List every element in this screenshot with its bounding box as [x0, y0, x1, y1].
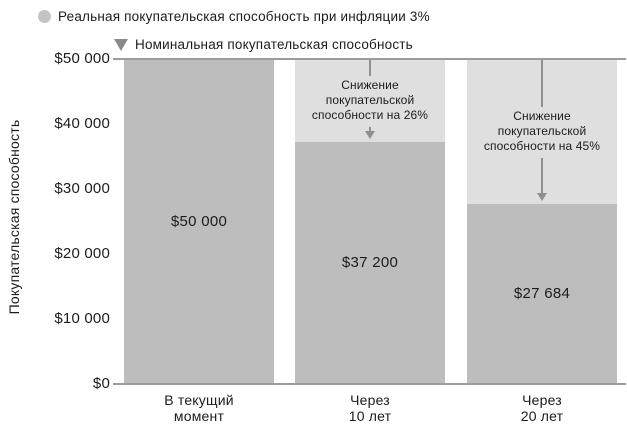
annotation-text: Снижение покупательской способности на 26%: [290, 78, 450, 123]
annotation-text-line: покупательской: [325, 93, 415, 108]
y-tick-label: $20 000: [54, 245, 110, 262]
circle-icon: [38, 10, 51, 23]
bar-real-segment: [467, 204, 617, 384]
bar-value-label: $37 200: [341, 254, 399, 272]
x-category-label: Через 10 лет: [275, 392, 465, 424]
x-category-line: 20 лет: [520, 408, 564, 424]
legend-label-nominal: Номинальная покупательская способность: [135, 37, 413, 52]
annotation-text-line: способности на 45%: [483, 139, 601, 154]
x-category-label: В текущий момент: [104, 392, 294, 424]
bar-real-segment: [124, 59, 274, 384]
annotation-text-line: способности на 26%: [311, 108, 429, 123]
x-category-line: Через: [522, 392, 562, 408]
x-category-line: Через: [350, 392, 390, 408]
y-tick-label: $0: [92, 375, 110, 392]
annotation-connector-line: [369, 60, 371, 77]
triangle-down-icon: [114, 38, 128, 51]
legend-item-nominal: Номинальная покупательская способность: [114, 37, 413, 52]
bar-value-label: $50 000: [170, 212, 228, 230]
y-tick-label: $30 000: [54, 180, 110, 197]
annotation-text-line: Снижение: [513, 109, 571, 124]
annotation-text-line: покупательской: [497, 124, 587, 139]
arrow-down-icon: [365, 131, 375, 140]
legend-item-real: Реальная покупательская способность при …: [38, 9, 430, 24]
y-tick-label: $40 000: [54, 115, 110, 132]
bar-value-label: $27 684: [513, 285, 571, 303]
x-category-line: В текущий: [164, 392, 234, 408]
annotation-arrow-shaft: [369, 127, 371, 132]
plot-top-line: [113, 58, 626, 60]
annotation-connector-line: [541, 60, 543, 108]
annotation-arrow-shaft: [541, 158, 543, 194]
x-category-line: момент: [173, 408, 225, 424]
y-tick-label: $50 000: [54, 50, 110, 67]
y-tick-label: $10 000: [54, 310, 110, 327]
arrow-down-icon: [537, 193, 547, 202]
bar-real-segment: [295, 142, 445, 384]
x-axis-line: [113, 383, 626, 385]
legend-label-real: Реальная покупательская способность при …: [58, 9, 430, 24]
x-category-label: Через 20 лет: [447, 392, 627, 424]
annotation-text: Снижение покупательской способности на 45%: [462, 109, 622, 154]
x-category-line: 10 лет: [348, 408, 392, 424]
annotation-text-line: Снижение: [341, 78, 399, 93]
